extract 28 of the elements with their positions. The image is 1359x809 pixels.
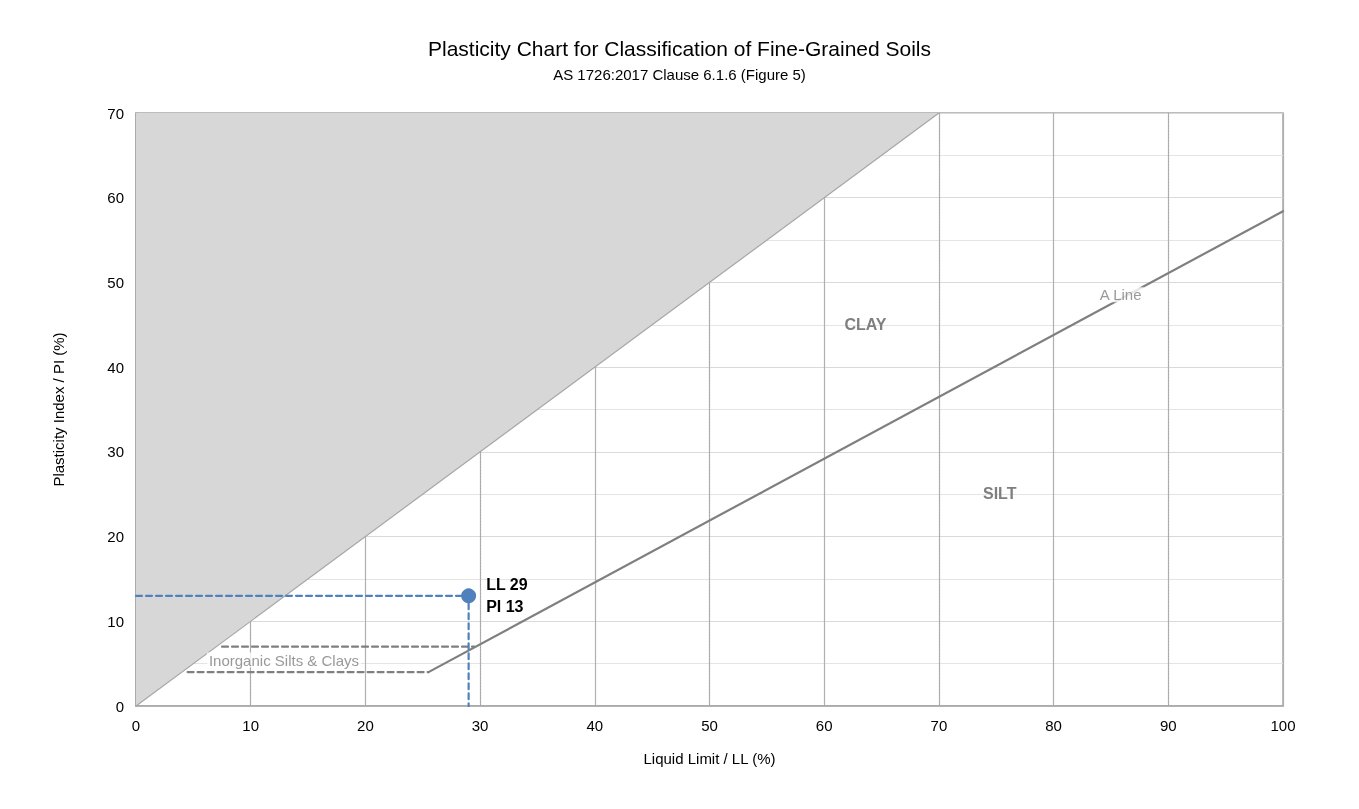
series-label: A Line <box>1099 286 1142 304</box>
y-tick-label: 50 <box>107 273 124 291</box>
annotation: CLAY <box>844 316 887 334</box>
x-tick-label: 20 <box>357 717 374 734</box>
y-tick-label: 20 <box>107 528 124 546</box>
y-tick-label: 70 <box>107 104 124 122</box>
x-tick-label: 30 <box>471 717 489 734</box>
chart-title: Plasticity Chart for Classification of Fine-Grained Soils <box>427 37 932 60</box>
x-tick-label: 40 <box>586 717 604 734</box>
x-tick-label: 70 <box>930 717 948 734</box>
data-label: LL 29 PI 13 <box>486 576 528 616</box>
y-tick-label: 30 <box>107 443 124 461</box>
y-tick-label: 0 <box>115 697 124 715</box>
y-tick-label: 10 <box>107 612 124 630</box>
annotation: SILT <box>982 484 1017 502</box>
x-tick-label: 10 <box>242 717 260 734</box>
y-tick-label: 60 <box>107 189 124 207</box>
y-axis-title: Plasticity Index / PI (%) <box>50 332 67 487</box>
series-label: Inorganic Silts & Clays <box>208 651 359 669</box>
x-tick-label: 50 <box>701 717 718 734</box>
y-tick-label: 40 <box>107 358 124 376</box>
chart-subtitle: AS 1726:2017 Clause 6.1.6 (Figure 5) <box>553 66 806 83</box>
x-tick-label: 60 <box>815 717 833 734</box>
x-tick-label: 80 <box>1045 717 1062 734</box>
x-axis-title: Liquid Limit / LL (%) <box>643 750 776 767</box>
x-tick-label: 90 <box>1159 717 1177 734</box>
x-tick-label: 0 <box>131 717 141 734</box>
x-tick-label: 100 <box>1270 717 1296 734</box>
